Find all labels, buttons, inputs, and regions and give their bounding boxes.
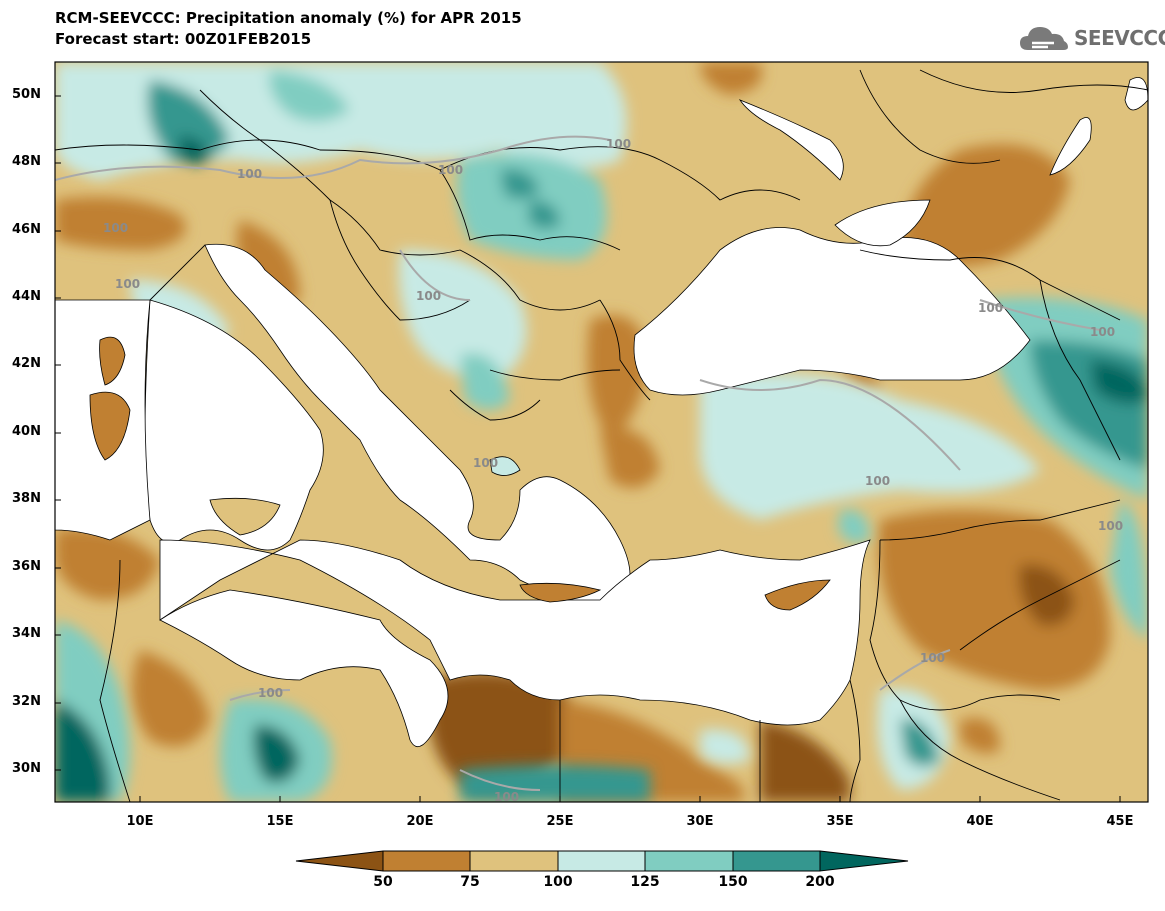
colorbar-swatch-below-50 <box>295 850 384 872</box>
contour-label: 100 <box>920 651 945 665</box>
colorbar-swatch-100-125 <box>557 850 646 872</box>
lat-tick-label: 38N <box>12 491 41 506</box>
lat-tick-label: 48N <box>12 154 41 169</box>
contour-label: 100 <box>115 277 140 291</box>
contour-label: 100 <box>237 167 262 181</box>
lon-tick-label: 45E <box>1106 814 1134 829</box>
lat-tick-label: 34N <box>12 626 41 641</box>
colorbar-label: 75 <box>460 874 480 890</box>
lon-tick-label: 30E <box>686 814 714 829</box>
colorbar <box>295 850 909 872</box>
contour-100-lines <box>55 135 1101 791</box>
contour-label: 100 <box>606 137 631 151</box>
logo-text: SEEVCCC <box>1074 26 1165 50</box>
contour-labels: 100 100 100 100 100 100 100 100 100 100 … <box>103 137 1123 804</box>
lon-tick-label: 15E <box>266 814 294 829</box>
lon-tick-label: 40E <box>966 814 994 829</box>
lat-tick-label: 36N <box>12 559 41 574</box>
colorbar-swatch-75-100 <box>469 850 559 872</box>
contour-label: 100 <box>473 456 498 470</box>
lat-tick-label: 42N <box>12 356 41 371</box>
colorbar-label: 200 <box>805 874 835 890</box>
lon-tick-label: 20E <box>406 814 434 829</box>
contour-label: 100 <box>494 790 519 804</box>
contour-label: 100 <box>1090 325 1115 339</box>
lat-tick-label: 40N <box>12 424 41 439</box>
chart-title: RCM-SEEVCCC: Precipitation anomaly (%) f… <box>55 8 522 50</box>
country-borders <box>55 69 1148 802</box>
contour-label: 100 <box>1098 519 1123 533</box>
islands <box>89 336 831 611</box>
colorbar-swatch-above-200 <box>819 850 909 872</box>
colorbar-label: 150 <box>718 874 748 890</box>
lat-tick-label: 32N <box>12 694 41 709</box>
lon-tick-label: 25E <box>546 814 574 829</box>
lon-tick-label: 10E <box>126 814 154 829</box>
colorbar-label: 125 <box>630 874 660 890</box>
map-frame <box>54 61 1149 803</box>
wet-anomaly-regions <box>55 62 1148 802</box>
lon-tick-label: 35E <box>826 814 854 829</box>
colorbar-label: 50 <box>373 874 393 890</box>
sea-areas <box>55 77 1148 747</box>
contour-label: 100 <box>103 221 128 235</box>
lat-tick-label: 30N <box>12 761 41 776</box>
axis-ticks <box>55 95 1121 802</box>
contour-label: 100 <box>978 301 1003 315</box>
lat-tick-label: 44N <box>12 289 41 304</box>
contour-label: 100 <box>438 163 463 177</box>
title-line-2: Forecast start: 00Z01FEB2015 <box>55 30 312 48</box>
colorbar-label: 100 <box>543 874 573 890</box>
map-plot-area: 100 100 100 100 100 100 100 100 100 100 … <box>55 62 1148 804</box>
colorbar-swatch-125-150 <box>644 850 734 872</box>
contour-label: 100 <box>258 686 283 700</box>
seevccc-logo: SEEVCCC <box>1018 20 1165 56</box>
title-line-1: RCM-SEEVCCC: Precipitation anomaly (%) f… <box>55 9 522 27</box>
colorbar-swatch-150-200 <box>732 850 821 872</box>
contour-label: 100 <box>416 289 441 303</box>
contour-label: 100 <box>865 474 890 488</box>
colorbar-swatch-50-75 <box>382 850 471 872</box>
cloud-icon <box>1020 27 1068 50</box>
lat-tick-label: 50N <box>12 87 41 102</box>
lat-tick-label: 46N <box>12 222 41 237</box>
